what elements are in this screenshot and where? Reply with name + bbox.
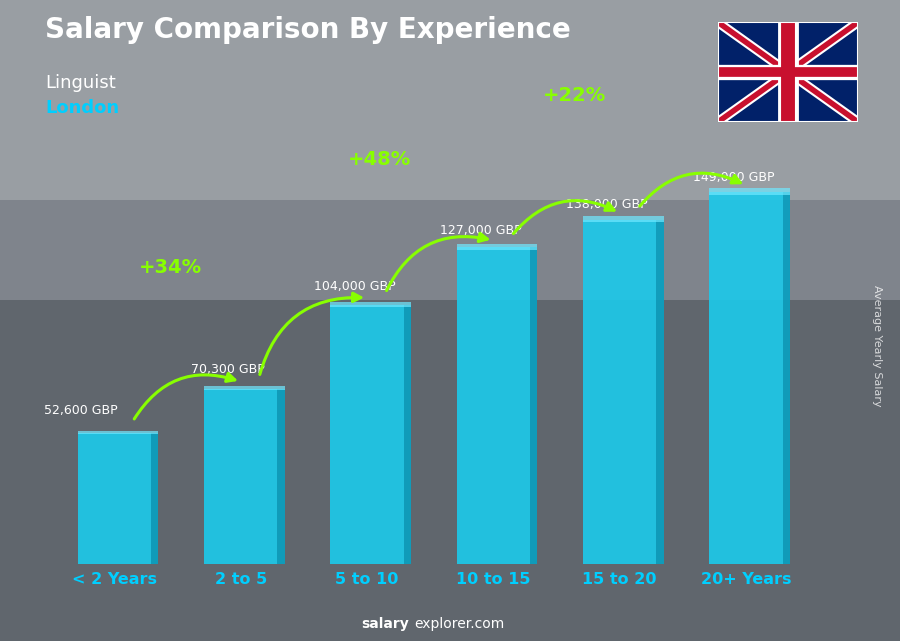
Bar bbox=[583, 216, 663, 222]
Bar bbox=[530, 247, 537, 564]
Bar bbox=[277, 388, 284, 564]
Bar bbox=[404, 304, 411, 564]
Text: 138,000 GBP: 138,000 GBP bbox=[566, 197, 648, 211]
Text: explorer.com: explorer.com bbox=[414, 617, 504, 631]
Text: salary: salary bbox=[362, 617, 410, 631]
Text: Linguist: Linguist bbox=[45, 74, 116, 92]
Bar bbox=[656, 220, 663, 564]
Bar bbox=[782, 192, 790, 564]
Text: Average Yearly Salary: Average Yearly Salary bbox=[872, 285, 883, 407]
Text: +22%: +22% bbox=[544, 87, 607, 105]
Text: London: London bbox=[45, 99, 119, 117]
Bar bbox=[456, 247, 530, 564]
Text: 127,000 GBP: 127,000 GBP bbox=[440, 224, 521, 237]
Bar bbox=[583, 220, 656, 564]
Text: 149,000 GBP: 149,000 GBP bbox=[692, 171, 774, 184]
Text: 104,000 GBP: 104,000 GBP bbox=[313, 280, 395, 293]
Bar bbox=[330, 304, 404, 564]
Bar bbox=[709, 188, 790, 195]
Bar bbox=[330, 301, 411, 306]
Text: 70,300 GBP: 70,300 GBP bbox=[191, 363, 265, 376]
Bar bbox=[77, 431, 158, 435]
Bar bbox=[77, 433, 151, 564]
Bar bbox=[204, 387, 284, 390]
Bar bbox=[151, 433, 158, 564]
Text: +34%: +34% bbox=[140, 258, 202, 277]
Bar bbox=[204, 388, 277, 564]
Text: +9%: +9% bbox=[746, 54, 796, 74]
Bar bbox=[456, 244, 537, 249]
Text: 52,600 GBP: 52,600 GBP bbox=[43, 404, 117, 417]
Bar bbox=[709, 192, 782, 564]
Text: Salary Comparison By Experience: Salary Comparison By Experience bbox=[45, 16, 571, 44]
Text: +48%: +48% bbox=[347, 151, 410, 169]
